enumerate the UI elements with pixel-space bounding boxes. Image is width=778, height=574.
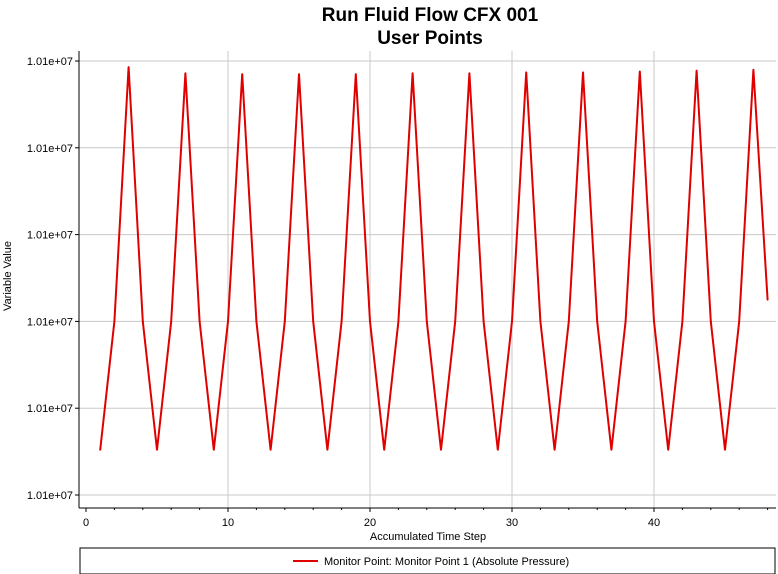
data-point [653,320,655,323]
data-point [553,448,556,451]
data-point [539,320,542,323]
x-tick-label: 40 [648,517,660,529]
data-point [141,320,144,323]
data-point [354,73,357,75]
data-point [667,448,670,451]
data-point [468,72,471,75]
data-point [766,298,769,301]
data-point [638,70,641,73]
data-point [340,320,343,323]
data-point [127,66,130,68]
data-point [397,320,400,323]
y-tick-label: 1.01e+07 [27,403,73,415]
data-point [752,68,755,71]
data-point [511,320,513,323]
data-point [454,320,457,323]
tick-labels: 1.01e+07 1.01e+07 1.01e+07 1.01e+07 1.01e+07… [27,56,660,529]
x-tick-label: 0 [83,517,89,529]
y-tick-label: 1.01e+07 [27,230,73,242]
data-point [411,72,414,75]
legend: Monitor Point: Monitor Point 1 (Absolute… [79,547,776,574]
y-tick-label: 1.01e+07 [27,316,73,328]
x-axis-label: Accumulated Time Step [370,531,486,543]
data-point [738,320,741,323]
data-point [482,320,485,323]
data-point [383,448,386,451]
data-point [596,320,599,323]
data-point [156,448,158,451]
data-point [326,448,329,451]
y-tick-label: 1.01e+07 [27,56,73,68]
data-point [283,320,286,323]
y-tick-label: 1.01e+07 [27,143,73,155]
data-point [99,448,102,451]
data-point [525,71,528,74]
y-axis-label: Variable Value [2,241,14,311]
legend-entry: Monitor Point: Monitor Point 1 (Absolute… [324,556,569,568]
data-point [440,448,442,451]
data-point [113,320,116,323]
data-point [567,320,570,323]
data-point [198,320,201,323]
series-line [99,67,769,451]
data-point [170,320,173,323]
data-point [241,73,244,75]
data-point [695,69,698,72]
data-point [255,320,258,323]
chart-title: Run Fluid Flow CFX 001 [322,5,539,26]
y-tick-label: 1.01e+07 [27,490,73,502]
data-point [369,320,371,323]
axes [75,51,776,512]
data-point [724,448,726,451]
x-tick-label: 20 [364,517,376,529]
series-layer [99,66,769,451]
data-point [312,320,315,323]
data-point [681,320,684,323]
chart-subtitle: User Points [377,28,483,49]
data-point [709,320,712,323]
data-point [425,320,428,323]
data-point [582,71,584,74]
data-point [212,448,215,451]
data-point [298,73,300,75]
plot-area [79,51,776,508]
data-point [227,320,229,323]
data-point [269,448,272,451]
data-point [624,320,627,323]
x-tick-label: 10 [222,517,234,529]
legend-box [79,547,776,574]
data-point [184,72,187,75]
x-tick-label: 30 [506,517,518,529]
data-point [496,448,499,451]
data-point [610,448,613,451]
